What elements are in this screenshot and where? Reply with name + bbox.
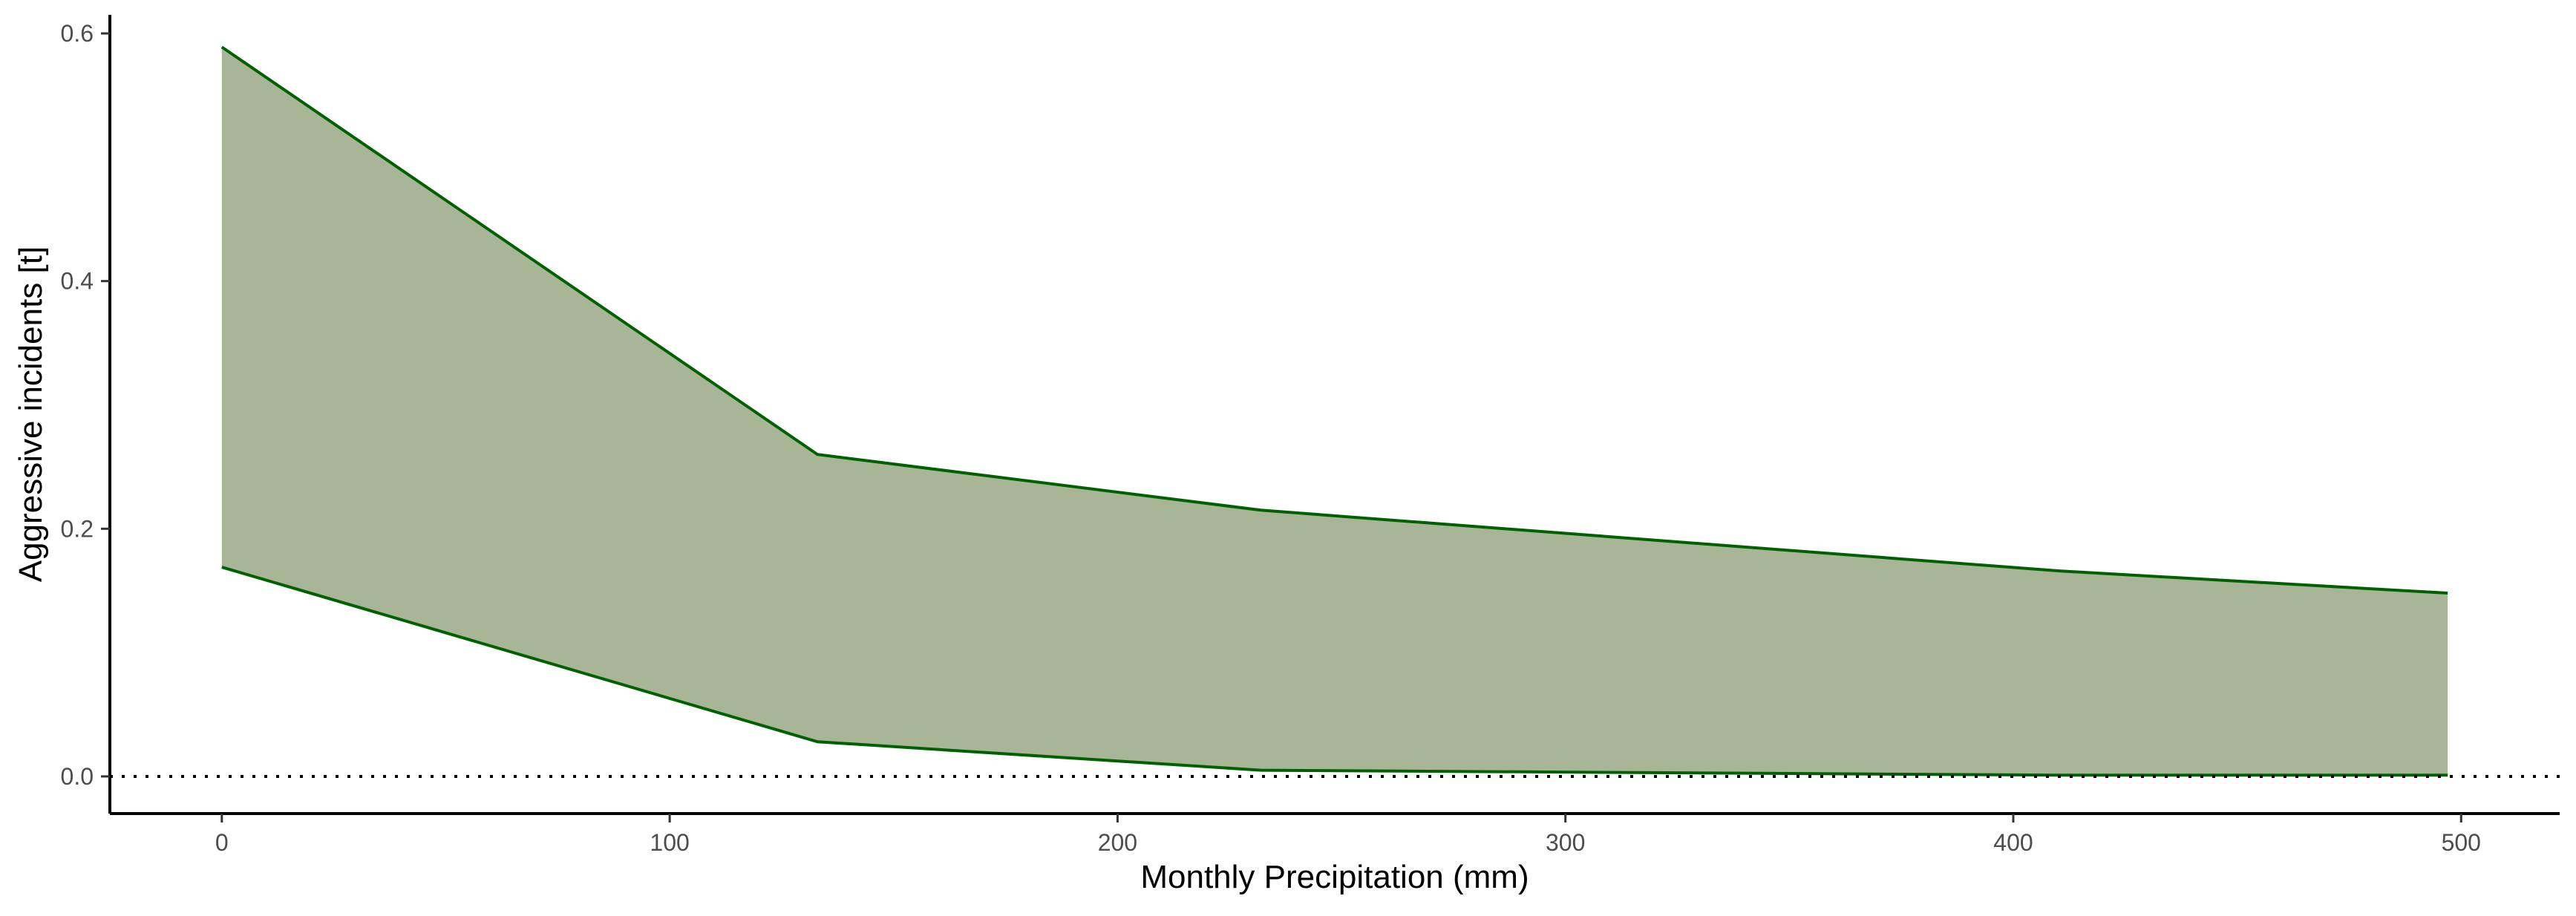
x-tick-label: 300 xyxy=(1546,829,1585,856)
y-axis-title: Aggressive incidents [t] xyxy=(13,246,49,582)
x-tick-label: 100 xyxy=(650,829,689,856)
x-tick-label: 400 xyxy=(1993,829,2033,856)
x-tick-label: 0 xyxy=(215,829,229,856)
confidence-band xyxy=(221,47,2448,776)
plot-area xyxy=(110,45,2560,778)
y-tick-label: 0.4 xyxy=(61,268,94,295)
upper-bound-line xyxy=(220,45,2448,595)
lower-bound-line xyxy=(221,566,2448,777)
y-tick-label: 0.2 xyxy=(61,515,94,542)
y-tick-label: 0.0 xyxy=(61,763,94,790)
y-tick-label: 0.6 xyxy=(61,20,94,47)
x-tick-label: 500 xyxy=(2442,829,2481,856)
axes: 0 100 200 300 400 500 0.0 0.2 0.4 0.6 xyxy=(61,15,2560,856)
x-axis-title: Monthly Precipitation (mm) xyxy=(1140,859,1529,895)
x-tick-label: 200 xyxy=(1098,829,1137,856)
